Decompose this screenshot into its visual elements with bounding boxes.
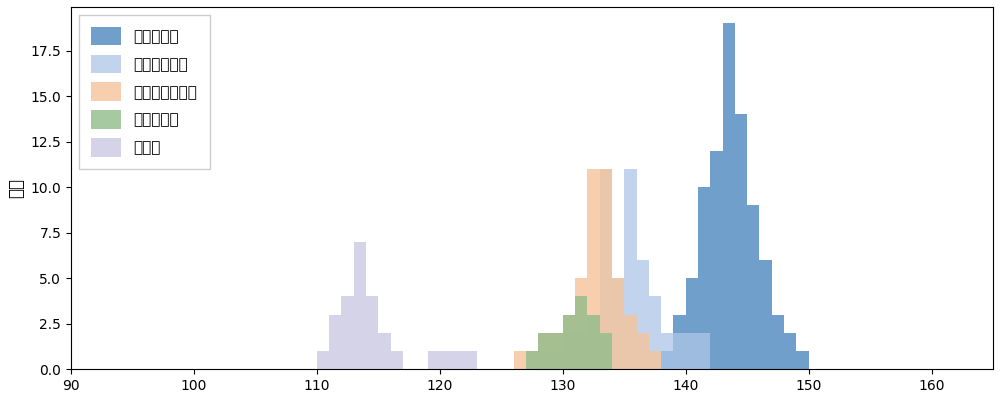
Bar [526,351,538,369]
Bar [600,169,612,369]
Bar [624,169,637,369]
Bar [612,278,624,369]
Bar [575,296,587,369]
Bar [575,333,587,369]
Bar [538,351,550,369]
Bar [673,333,686,369]
Bar [735,114,747,369]
Bar [661,333,673,369]
Bar [686,333,698,369]
Bar [366,296,378,369]
Bar [550,333,563,369]
Bar [587,315,600,369]
Bar [550,351,563,369]
Bar [649,296,661,369]
Bar [723,23,735,369]
Bar [772,315,784,369]
Bar [538,333,550,369]
Bar [637,333,649,369]
Bar [317,351,329,369]
Bar [784,333,796,369]
Bar [378,333,391,369]
Bar [391,351,403,369]
Bar [612,278,624,369]
Bar [759,260,772,369]
Bar [575,278,587,369]
Bar [796,351,809,369]
Bar [686,278,698,369]
Legend: ストレート, カットボール, チェンジアップ, スライダー, カーブ: ストレート, カットボール, チェンジアップ, スライダー, カーブ [79,14,210,169]
Bar [563,333,575,369]
Bar [329,315,341,369]
Bar [538,333,550,369]
Bar [452,351,464,369]
Bar [710,151,723,369]
Bar [624,315,637,369]
Bar [649,351,661,369]
Bar [514,351,526,369]
Bar [661,351,673,369]
Bar [563,315,575,369]
Bar [354,242,366,369]
Bar [600,333,612,369]
Bar [440,351,452,369]
Bar [673,315,686,369]
Bar [637,260,649,369]
Bar [698,333,710,369]
Bar [587,315,600,369]
Bar [550,333,563,369]
Bar [563,315,575,369]
Y-axis label: 球数: 球数 [7,178,25,198]
Bar [341,296,354,369]
Bar [587,169,600,369]
Bar [428,351,440,369]
Bar [747,206,759,369]
Bar [600,169,612,369]
Bar [526,351,538,369]
Bar [464,351,477,369]
Bar [698,187,710,369]
